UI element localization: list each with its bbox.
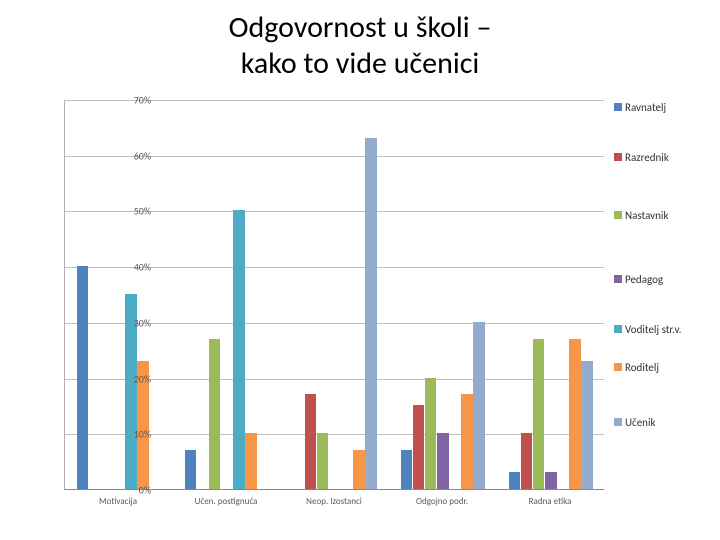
legend-swatch bbox=[614, 418, 622, 426]
legend-label: Voditelj str.v. bbox=[625, 323, 681, 336]
y-axis-label: 70% bbox=[111, 94, 151, 107]
bar bbox=[473, 322, 485, 489]
bar bbox=[233, 210, 245, 489]
legend-item: Učenik bbox=[614, 415, 656, 429]
legend-label: Razrednik bbox=[625, 151, 669, 164]
x-axis-label: Neop. Izostanci bbox=[306, 496, 362, 507]
y-axis-label: 40% bbox=[111, 261, 151, 274]
bar bbox=[533, 339, 545, 489]
legend-label: Nastavnik bbox=[625, 209, 668, 222]
x-axis-label: Radna etika bbox=[529, 496, 572, 507]
bar bbox=[185, 450, 197, 489]
bar bbox=[569, 339, 581, 489]
y-axis-label: 10% bbox=[111, 428, 151, 441]
legend-item: Pedagog bbox=[614, 272, 663, 286]
y-axis-label: 30% bbox=[111, 316, 151, 329]
legend-swatch bbox=[614, 325, 622, 333]
y-axis-label: 60% bbox=[111, 149, 151, 162]
y-axis-label: 0% bbox=[111, 484, 151, 497]
y-axis-label: 50% bbox=[111, 205, 151, 218]
legend-item: Ravnatelj bbox=[614, 100, 666, 114]
bar bbox=[521, 433, 533, 489]
bar bbox=[401, 450, 413, 489]
bar bbox=[365, 138, 377, 489]
legend-swatch bbox=[614, 103, 622, 111]
bar bbox=[545, 472, 557, 489]
bar bbox=[77, 266, 89, 489]
legend-label: Roditelj bbox=[625, 361, 659, 374]
bar bbox=[317, 433, 329, 489]
bar bbox=[209, 339, 221, 489]
bar bbox=[425, 378, 437, 489]
legend-swatch bbox=[614, 153, 622, 161]
legend-swatch bbox=[614, 275, 622, 283]
y-axis-label: 20% bbox=[111, 372, 151, 385]
legend-label: Ravnatelj bbox=[625, 101, 666, 114]
bar bbox=[509, 472, 521, 489]
chart-title-line1: Odgovornost u školi – bbox=[229, 9, 492, 46]
bar bbox=[437, 433, 449, 489]
legend-swatch bbox=[614, 211, 622, 219]
legend-item: Roditelj bbox=[614, 360, 659, 374]
chart-title-line2: kako to vide učenici bbox=[241, 45, 480, 82]
legend-label: Pedagog bbox=[625, 273, 663, 286]
legend-swatch bbox=[614, 363, 622, 371]
legend-item: Voditelj str.v. bbox=[614, 322, 681, 336]
bar bbox=[461, 394, 473, 489]
x-axis-label: Odgojno podr. bbox=[416, 496, 468, 507]
legend-item: Nastavnik bbox=[614, 208, 668, 222]
bar bbox=[413, 405, 425, 489]
legend-label: Učenik bbox=[625, 416, 656, 429]
chart-area: Ravnatelj Razrednik Nastavnik Pedagog Vodite… bbox=[24, 100, 696, 530]
x-axis-label: Motivacija bbox=[99, 496, 137, 507]
bar bbox=[245, 433, 257, 489]
bar bbox=[305, 394, 317, 489]
x-axis-label: Učen. postignuća bbox=[195, 496, 258, 507]
bar bbox=[581, 361, 593, 489]
legend-item: Razrednik bbox=[614, 150, 669, 164]
bar bbox=[353, 450, 365, 489]
